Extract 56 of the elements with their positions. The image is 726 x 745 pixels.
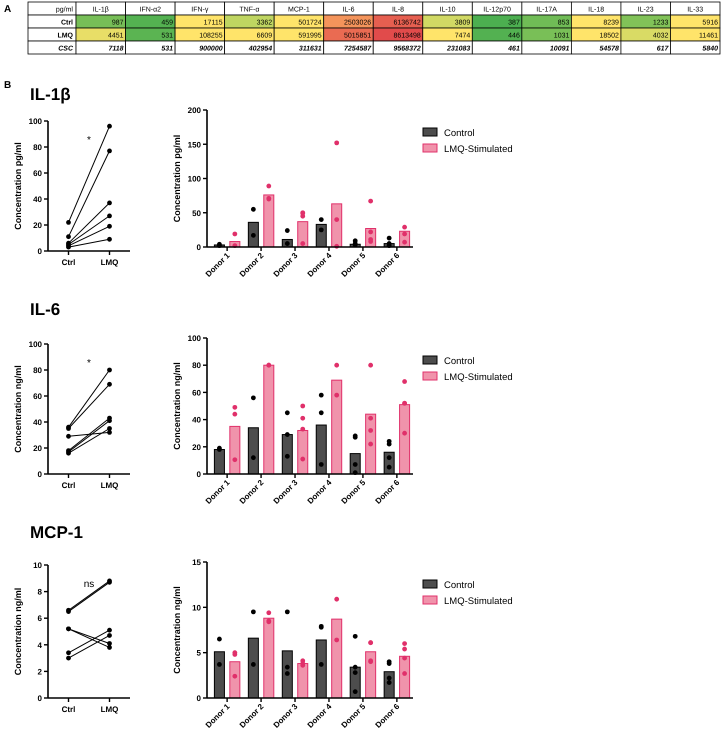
y-tick-label: 0 xyxy=(196,694,202,703)
y-tick-label: 200 xyxy=(188,106,202,115)
y-tick-label: 15 xyxy=(192,558,202,567)
legend-label: LMQ-Stimulated xyxy=(444,144,513,155)
y-tick-label: 40 xyxy=(192,416,202,425)
y-tick-label: 8 xyxy=(38,588,43,597)
y-tick-label: 50 xyxy=(192,208,202,218)
y-tick-label: 60 xyxy=(192,388,202,398)
y-tick-label: 80 xyxy=(33,143,43,152)
y-tick-label: 20 xyxy=(192,442,202,452)
legend-label: LMQ-Stimulated xyxy=(444,372,513,383)
y-tick-label: 10 xyxy=(192,603,202,612)
y-axis-title: Concentration ng/ml xyxy=(172,362,182,450)
y-tick-label: 100 xyxy=(28,340,43,349)
legend-label: Control xyxy=(444,356,475,367)
y-tick-label: 20 xyxy=(33,444,43,453)
legend-label: Control xyxy=(444,128,475,139)
y-tick-label: 10 xyxy=(33,561,43,570)
chart-title: MCP-1 xyxy=(30,523,83,542)
y-tick-label: 60 xyxy=(33,392,43,401)
text: B xyxy=(4,80,12,91)
y-tick-label: 0 xyxy=(38,247,43,256)
y-tick-label: 4 xyxy=(38,640,43,650)
annotation: * xyxy=(87,135,92,146)
x-tick-label: LMQ xyxy=(100,705,118,714)
y-tick-label: 100 xyxy=(188,334,202,343)
y-tick-label: 40 xyxy=(33,418,43,427)
legend-label: LMQ-Stimulated xyxy=(444,596,513,607)
y-axis-title: Concentration pg/ml xyxy=(172,134,182,222)
y-axis-title: Concentration ng/ml xyxy=(172,586,182,674)
y-tick-label: 100 xyxy=(188,174,202,184)
y-tick-label: 0 xyxy=(38,470,43,479)
chart-title: IL-1β xyxy=(30,85,71,104)
y-tick-label: 80 xyxy=(33,366,43,375)
legend-label: Control xyxy=(444,580,475,591)
y-tick-label: 0 xyxy=(196,470,202,479)
y-axis-title: Concentration pg/ml xyxy=(13,142,23,230)
chart-title: IL-6 xyxy=(30,300,60,319)
y-tick-label: 60 xyxy=(33,169,43,178)
x-tick-label: LMQ xyxy=(100,481,118,490)
y-axis-title: Concentration ng/ml xyxy=(13,588,23,676)
y-tick-label: 0 xyxy=(196,243,202,252)
y-tick-label: 5 xyxy=(196,648,202,658)
y-tick-label: 80 xyxy=(192,361,202,370)
y-axis-title: Concentration ng/ml xyxy=(13,365,23,453)
y-tick-label: 2 xyxy=(38,667,43,676)
y-tick-label: 20 xyxy=(33,221,43,230)
text: A xyxy=(4,4,12,15)
y-tick-label: 0 xyxy=(38,694,43,703)
x-tick-label: LMQ xyxy=(100,258,118,267)
y-tick-label: 6 xyxy=(38,614,43,624)
annotation: * xyxy=(87,358,92,369)
y-tick-label: 100 xyxy=(28,117,43,126)
y-tick-label: 40 xyxy=(33,195,43,204)
annotation: ns xyxy=(84,579,94,590)
y-tick-label: 150 xyxy=(188,140,202,150)
